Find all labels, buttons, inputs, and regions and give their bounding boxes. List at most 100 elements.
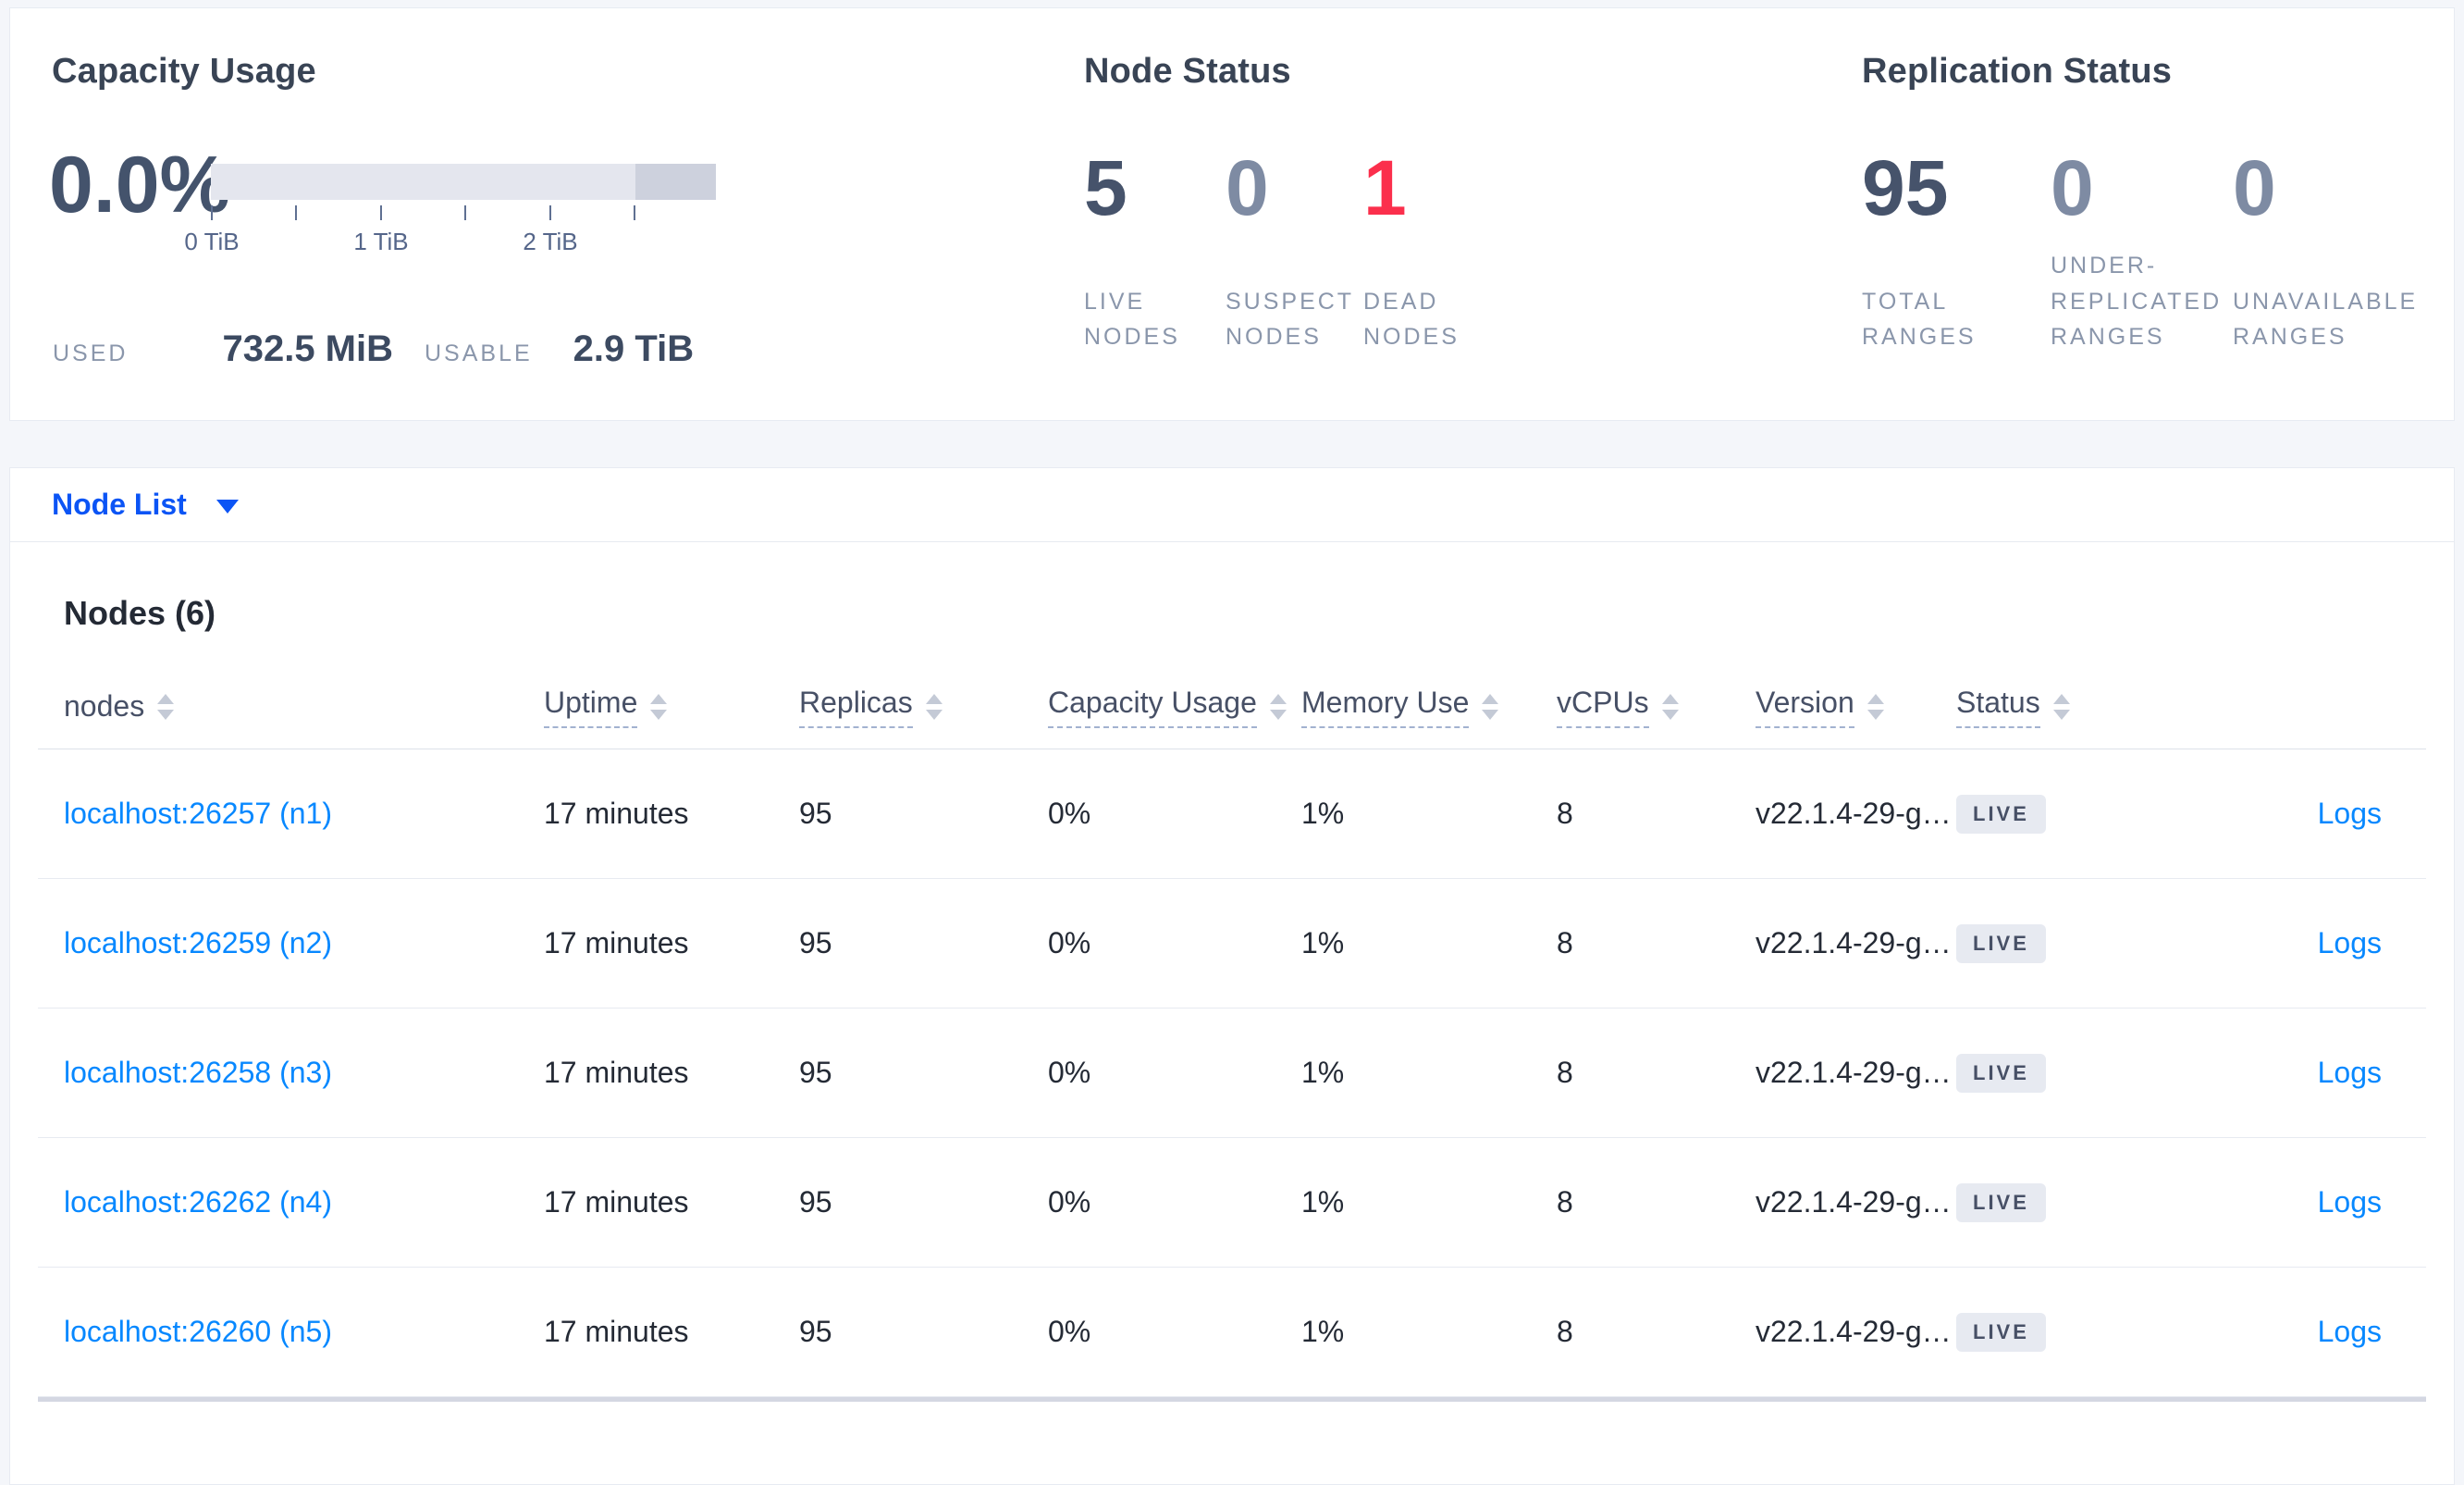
axis-tick [549,205,551,220]
capacity-usage-cell: 0% [1048,1185,1091,1219]
uptime-cell: 17 minutes [544,1315,689,1348]
used-value: 732.5 MiB [222,328,393,369]
status-badge: LIVE [1956,1313,2046,1352]
cluster-summary-card: Capacity Usage 0.0% 0 TiB 1 TiB 2 TiB US… [9,7,2455,421]
capacity-bar [211,164,716,200]
column-header-memory-use[interactable]: Memory Use [1301,686,1557,728]
capacity-axis-ticks [211,205,716,222]
capacity-bar-chart: 0 TiB 1 TiB 2 TiB [184,164,716,255]
usable-value: 2.9 TiB [573,328,695,369]
uptime-cell: 17 minutes [544,926,689,959]
capacity-usage-cell: 0% [1048,1315,1091,1348]
capacity-usage-cell: 0% [1048,1056,1091,1089]
column-header-uptime[interactable]: Uptime [544,686,799,728]
sort-icon [1482,693,1499,720]
chevron-down-icon [216,500,239,514]
nodes-table: nodes Uptime Replicas Capacity Usage Mem… [38,664,2426,1402]
capacity-usage-cell: 0% [1048,926,1091,959]
column-header-status[interactable]: Status [1956,686,2160,728]
logs-link[interactable]: Logs [2317,926,2382,959]
version-cell: v22.1.4-29-g… [1756,797,1952,830]
under-replicated-ranges-count: 0 [2051,144,2094,231]
sort-icon [2052,693,2070,720]
node-status-title: Node Status [1084,52,1291,91]
replicas-cell: 95 [799,1185,832,1219]
unavailable-ranges-count: 0 [2233,144,2276,231]
sort-icon [1661,693,1679,720]
version-cell: v22.1.4-29-g… [1756,1315,1952,1348]
view-selector-dropdown[interactable]: Node List [52,488,239,522]
column-header-version[interactable]: Version [1756,686,1956,728]
axis-tick [380,205,382,220]
table-row: localhost:26257 (n1) 17 minutes 95 0% 1%… [38,749,2426,879]
node-link[interactable]: localhost:26260 (n5) [64,1315,332,1348]
version-cell: v22.1.4-29-g… [1756,1056,1952,1089]
live-nodes-count: 5 [1084,144,1127,231]
sort-icon [1866,693,1884,720]
sort-icon [157,693,175,720]
memory-use-cell: 1% [1301,1056,1345,1089]
replicas-cell: 95 [799,1315,832,1348]
vcpus-cell: 8 [1557,1315,1573,1348]
suspect-nodes-count: 0 [1226,144,1269,231]
status-badge: LIVE [1956,795,2046,834]
table-row: localhost:26258 (n3) 17 minutes 95 0% 1%… [38,1009,2426,1138]
capacity-bar-reserved-segment [635,164,716,200]
dead-nodes-count: 1 [1363,144,1407,231]
logs-link[interactable]: Logs [2317,797,2382,830]
version-cell: v22.1.4-29-g… [1756,926,1952,959]
axis-tick-label: 2 TiB [523,228,578,255]
column-header-vcpus[interactable]: vCPUs [1557,686,1756,728]
status-badge: LIVE [1956,1183,2046,1222]
suspect-nodes-label: SUSPECT NODES [1226,288,1354,351]
table-row: localhost:26259 (n2) 17 minutes 95 0% 1%… [38,879,2426,1009]
node-list-card: Node List Nodes (6) nodes Uptime Replica… [9,467,2455,1485]
usable-label: USABLE [425,340,533,366]
axis-tick-label: 1 TiB [353,228,409,255]
sort-icon [925,693,942,720]
axis-tick [634,205,635,220]
node-link[interactable]: localhost:26257 (n1) [64,797,332,830]
vcpus-cell: 8 [1557,926,1573,959]
uptime-cell: 17 minutes [544,797,689,830]
column-header-replicas[interactable]: Replicas [799,686,1048,728]
capacity-percent: 0.0% [49,141,231,229]
capacity-usage-cell: 0% [1048,797,1091,830]
memory-use-cell: 1% [1301,1315,1345,1348]
vcpus-cell: 8 [1557,1056,1573,1089]
column-header-capacity-usage[interactable]: Capacity Usage [1048,686,1301,728]
live-nodes-label: LIVE NODES [1084,288,1180,351]
next-row-edge [38,1397,2426,1402]
memory-use-cell: 1% [1301,797,1345,830]
logs-link[interactable]: Logs [2317,1056,2382,1089]
unavailable-ranges-label: UNAVAILABLE RANGES [2233,288,2419,351]
logs-link[interactable]: Logs [2317,1185,2382,1219]
total-ranges-label: TOTAL RANGES [1862,288,1977,351]
node-link[interactable]: localhost:26262 (n4) [64,1185,332,1219]
status-badge: LIVE [1956,1054,2046,1093]
logs-link[interactable]: Logs [2317,1315,2382,1348]
view-selector-label: Node List [52,488,187,521]
status-badge: LIVE [1956,924,2046,963]
table-header-row: nodes Uptime Replicas Capacity Usage Mem… [38,664,2426,749]
table-row: localhost:26262 (n4) 17 minutes 95 0% 1%… [38,1138,2426,1268]
replicas-cell: 95 [799,1056,832,1089]
uptime-cell: 17 minutes [544,1056,689,1089]
sort-icon [650,693,668,720]
column-header-nodes[interactable]: nodes [38,689,544,724]
sort-icon [1269,693,1287,720]
table-row: localhost:26260 (n5) 17 minutes 95 0% 1%… [38,1268,2426,1397]
axis-tick [211,205,213,220]
node-link[interactable]: localhost:26259 (n2) [64,926,332,959]
axis-tick [464,205,466,220]
capacity-used-usable: USED 732.5 MiB USABLE 2.9 TiB [53,328,694,370]
total-ranges-count: 95 [1862,144,1949,231]
view-selector-bar: Node List [10,468,2454,542]
version-cell: v22.1.4-29-g… [1756,1185,1952,1219]
capacity-usage-title: Capacity Usage [52,52,316,91]
nodes-section-title: Nodes (6) [64,594,216,632]
memory-use-cell: 1% [1301,926,1345,959]
node-link[interactable]: localhost:26258 (n3) [64,1056,332,1089]
replication-status-title: Replication Status [1862,52,2173,91]
uptime-cell: 17 minutes [544,1185,689,1219]
